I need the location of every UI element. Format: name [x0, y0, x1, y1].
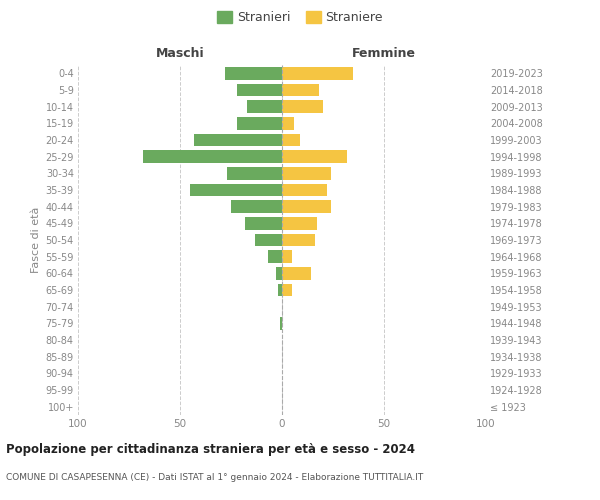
- Bar: [225, 67, 282, 80]
- Bar: [282, 117, 294, 130]
- Bar: [256, 234, 282, 246]
- Text: Popolazione per cittadinanza straniera per età e sesso - 2024: Popolazione per cittadinanza straniera p…: [6, 442, 415, 456]
- Bar: [282, 267, 311, 280]
- Bar: [282, 134, 301, 146]
- Bar: [282, 234, 314, 246]
- Bar: [237, 84, 282, 96]
- Text: COMUNE DI CASAPESENNA (CE) - Dati ISTAT al 1° gennaio 2024 - Elaborazione TUTTIT: COMUNE DI CASAPESENNA (CE) - Dati ISTAT …: [6, 472, 423, 482]
- Bar: [143, 150, 282, 163]
- Bar: [231, 200, 282, 213]
- Bar: [282, 84, 319, 96]
- Y-axis label: Fasce di età: Fasce di età: [31, 207, 41, 273]
- Bar: [245, 217, 282, 230]
- Bar: [282, 250, 292, 263]
- Bar: [237, 117, 282, 130]
- Bar: [227, 167, 282, 179]
- Bar: [282, 284, 292, 296]
- Text: Maschi: Maschi: [155, 47, 205, 60]
- Text: Femmine: Femmine: [352, 47, 416, 60]
- Bar: [282, 217, 317, 230]
- Bar: [282, 67, 353, 80]
- Bar: [282, 200, 331, 213]
- Bar: [247, 100, 282, 113]
- Bar: [280, 317, 282, 330]
- Bar: [282, 100, 323, 113]
- Bar: [282, 184, 327, 196]
- Bar: [190, 184, 282, 196]
- Bar: [268, 250, 282, 263]
- Bar: [282, 150, 347, 163]
- Bar: [282, 167, 331, 179]
- Bar: [194, 134, 282, 146]
- Bar: [278, 284, 282, 296]
- Bar: [276, 267, 282, 280]
- Legend: Stranieri, Straniere: Stranieri, Straniere: [212, 6, 388, 29]
